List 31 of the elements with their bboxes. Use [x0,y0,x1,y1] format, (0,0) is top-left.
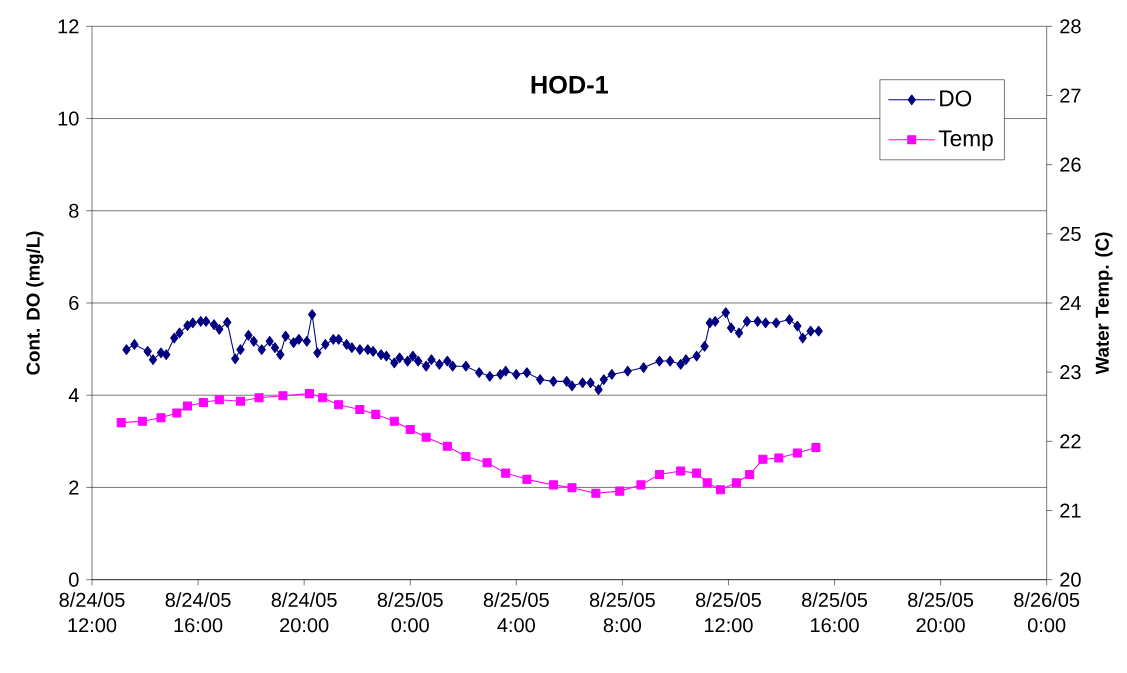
y-tick-label: 6 [69,295,79,311]
x-tick-label: 8/25/05 4:00 [483,592,549,633]
x-tick-label: 8/26/05 0:00 [1014,592,1080,633]
x-tick-label: 8/25/05 16:00 [802,592,868,633]
y2-tick-label: 22 [1060,434,1081,449]
y2-tick-label: 28 [1060,19,1081,34]
y-tick-label: 12 [58,19,79,34]
x-tick-label: 8/24/05 12:00 [59,592,125,633]
y2-tick-label: 26 [1060,157,1081,172]
x-tick-label: 8/24/05 20:00 [271,592,337,633]
y2-tick-label: 25 [1060,226,1081,241]
y2-tick-label: 23 [1060,365,1081,380]
y-tick-label: 8 [69,203,79,218]
legend-label: Temp [938,130,993,151]
y2-axis-title: Water Temp. (C) [1095,232,1113,375]
y2-tick-label: 21 [1060,503,1081,518]
y2-tick-label: 27 [1060,88,1081,103]
x-tick-label: 8/25/05 20:00 [908,592,974,633]
legend-label: DO [940,90,972,107]
x-tick-label: 8/25/05 12:00 [695,592,761,633]
x-tick-label: 8/25/05 8:00 [589,592,655,633]
y-axis-title: Cont. DO (mg/L) [26,231,44,375]
x-tick-label: 8/25/05 0:00 [377,592,443,633]
y-tick-label: 4 [68,388,79,403]
x-tick-label: 8/24/05 16:00 [165,592,231,633]
y-tick-label: 10 [58,111,79,126]
y-tick-label: 0 [69,572,79,587]
y2-tick-label: 24 [1060,296,1081,310]
text: HOD-1 [531,75,609,94]
y-tick-label: 2 [69,480,79,495]
y2-tick-label: 20 [1060,572,1081,587]
